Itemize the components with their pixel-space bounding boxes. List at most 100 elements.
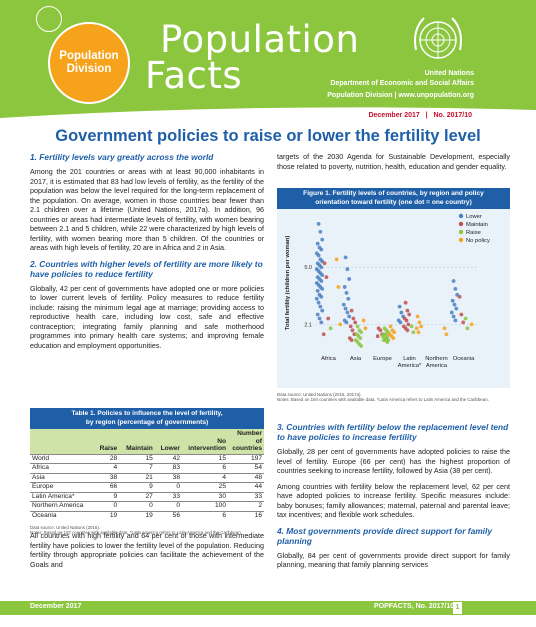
- data-point: [318, 304, 323, 309]
- x-tick-label: Europe: [373, 356, 392, 362]
- paragraph-6: Globally, 84 per cent of governments pro…: [277, 550, 510, 570]
- data-point: [452, 302, 457, 307]
- section-heading-3: 3. Countries with fertility below the re…: [277, 422, 509, 442]
- data-point: [388, 324, 393, 329]
- footer-date: December 2017: [30, 603, 82, 610]
- data-point: [404, 318, 409, 323]
- header-curve: [0, 107, 536, 130]
- data-point: [345, 267, 350, 272]
- data-point: [385, 340, 390, 345]
- table-cell: 44: [228, 482, 264, 493]
- data-point: [320, 237, 325, 242]
- data-point: [350, 328, 355, 333]
- table-cell: 30: [182, 491, 228, 502]
- x-tick-label: Latin: [403, 356, 416, 362]
- issue-date: December 2017: [368, 112, 420, 119]
- data-point: [407, 312, 412, 317]
- data-point: [346, 296, 351, 301]
- header-banner: Population Division Population Facts Uni…: [0, 0, 536, 130]
- figure-title-line2: orientation toward fertility (one dot = …: [315, 198, 472, 206]
- data-point: [344, 320, 349, 325]
- data-point: [319, 265, 324, 270]
- table-cell: 15: [182, 453, 228, 464]
- data-point: [319, 247, 324, 252]
- data-point: [324, 275, 329, 279]
- data-point: [320, 273, 325, 278]
- data-point: [343, 255, 348, 260]
- un-division-link[interactable]: Population Division | www.unpopulation.o…: [327, 92, 474, 99]
- table-cell: 9: [94, 491, 120, 502]
- data-point: [341, 302, 346, 307]
- table-cell: 197: [228, 453, 264, 464]
- left-column-bottom: All countries with high fertility and 64…: [30, 531, 264, 575]
- table-row: Latin America* 9 27 33 30 33: [30, 491, 264, 502]
- table-title-line2: by region (percentage of governments): [85, 418, 209, 426]
- page-number: 1: [453, 602, 462, 614]
- legend-marker: [458, 221, 464, 227]
- fertility-scatter-chart: 5.0 2.1 Total fertility (children per woma…: [285, 213, 490, 369]
- table-cell: 4: [94, 463, 120, 474]
- table-cell: 83: [154, 463, 182, 474]
- table-header: [30, 429, 95, 454]
- table-cell: 42: [154, 453, 182, 464]
- table-cell: Europe: [30, 482, 95, 493]
- section-heading-4: 4. Most governments provide direct suppo…: [277, 525, 492, 546]
- data-point: [453, 287, 458, 291]
- table-header-row: Raise Maintain Lower No intervention Num…: [30, 429, 264, 454]
- table-cell: 100: [182, 501, 228, 512]
- table-cell: 21: [119, 472, 155, 483]
- data-point: [359, 344, 364, 348]
- data-point: [326, 316, 331, 321]
- data-point: [450, 298, 455, 303]
- x-tick-label: Asia: [350, 356, 362, 362]
- table-cell: 54: [228, 463, 264, 474]
- data-point: [409, 324, 414, 329]
- table-cell: 15: [119, 453, 155, 464]
- data-point: [453, 318, 458, 323]
- data-point: [336, 285, 341, 289]
- population-division-badge: Population Division: [48, 22, 130, 104]
- un-globe-icon: [414, 17, 462, 59]
- data-point: [351, 316, 356, 321]
- data-point: [328, 326, 333, 331]
- table-row: Asia 38 21 38 4 48: [30, 472, 264, 483]
- data-point: [392, 330, 397, 335]
- badge-line1: Population: [59, 50, 119, 62]
- data-point: [397, 304, 402, 309]
- page-title: Government policies to raise or lower th…: [55, 127, 481, 145]
- masthead-title-line2: Facts: [145, 54, 243, 97]
- legend-label: Lower: [466, 214, 482, 220]
- data-point: [403, 300, 408, 305]
- table-1: Table 1. Policies to influence the level…: [30, 408, 264, 535]
- data-point: [342, 285, 347, 289]
- x-tick-label: America*: [398, 363, 422, 369]
- table-cell: 28: [94, 453, 120, 464]
- data-point: [349, 308, 354, 313]
- table-title-line1: Table 1. Policies to influence the level…: [71, 410, 223, 417]
- data-point: [315, 288, 320, 293]
- table-cell: Latin America*: [30, 491, 95, 502]
- table-title: Table 1. Policies to influence the level…: [30, 408, 264, 429]
- table-header: Maintain: [119, 429, 155, 454]
- figure-1: Figure 1. Fertility levels of countries,…: [277, 188, 510, 388]
- data-point: [405, 308, 410, 313]
- legend-label: Raise: [466, 230, 481, 236]
- data-point: [442, 326, 447, 331]
- table-cell: Asia: [30, 472, 95, 483]
- data-point: [454, 306, 459, 311]
- x-tick-label: Africa: [321, 356, 337, 362]
- data-point: [451, 314, 456, 319]
- data-point: [355, 324, 360, 329]
- data-point: [406, 322, 411, 327]
- data-point: [469, 322, 474, 327]
- data-point: [375, 334, 380, 339]
- table-cell: 27: [119, 491, 155, 502]
- table-cell: 33: [154, 491, 182, 502]
- data-point: [353, 320, 358, 325]
- data-point: [343, 306, 348, 311]
- data-point: [347, 277, 352, 281]
- data-point: [363, 326, 368, 331]
- table-cell: Africa: [30, 463, 95, 474]
- data-point: [405, 328, 410, 333]
- data-point: [398, 320, 403, 325]
